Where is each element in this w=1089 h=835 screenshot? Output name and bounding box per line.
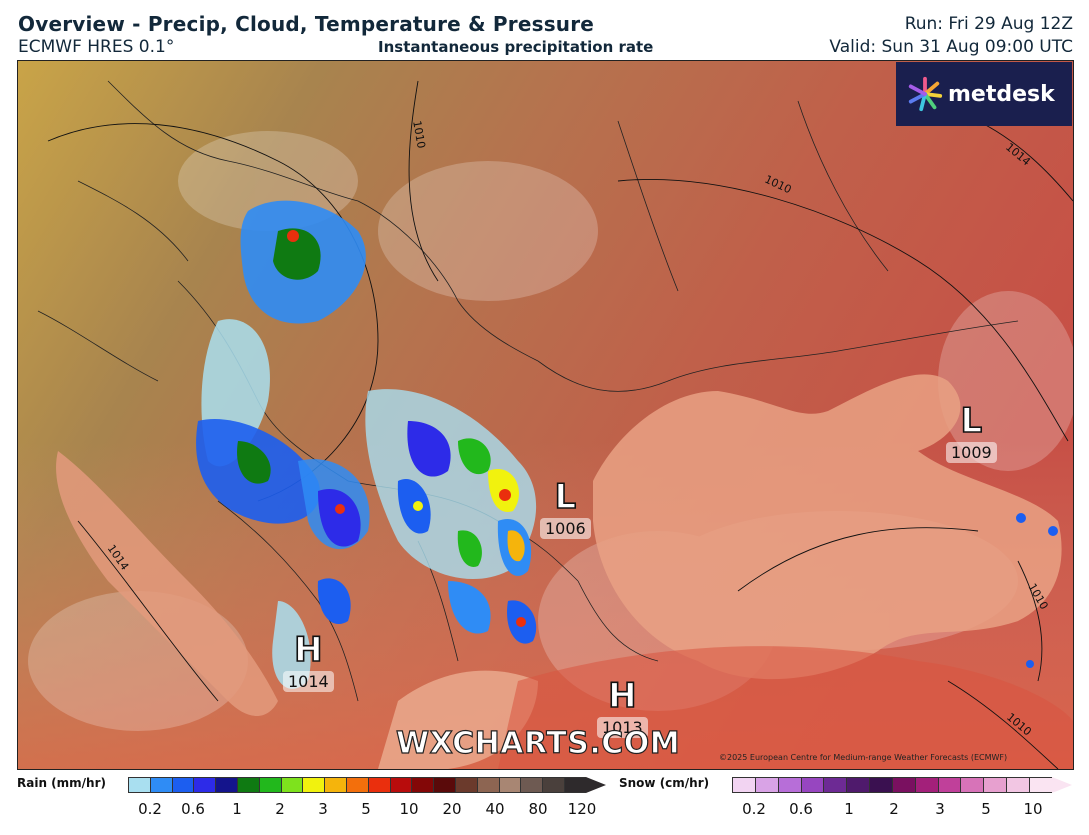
snow-legend-title: Snow (cm/hr): [619, 776, 710, 790]
snow-tick: 10: [1023, 800, 1043, 818]
weather-map[interactable]: [17, 60, 1074, 770]
legend-color-swatch: [280, 777, 303, 793]
run-time: Run: Fri 29 Aug 12Z: [904, 14, 1073, 34]
legend-color-swatch: [149, 777, 172, 793]
rain-tick: 2: [275, 800, 285, 818]
legend-color-swatch: [215, 777, 237, 793]
rain-scale-arrow: [586, 777, 606, 793]
legend-color-swatch: [520, 777, 543, 793]
legend-color-swatch: [1006, 777, 1029, 793]
low-pressure-center: L 1009: [946, 401, 997, 463]
legend-color-swatch: [345, 777, 368, 793]
snow-tick: 5: [981, 800, 991, 818]
valid-time: Valid: Sun 31 Aug 09:00 UTC: [829, 37, 1073, 57]
rain-tick: 3: [318, 800, 328, 818]
chart-title: Overview - Precip, Cloud, Temperature & …: [18, 12, 595, 36]
snow-color-scale: [732, 777, 1052, 793]
legend-color-swatch: [914, 777, 938, 793]
map-canvas: [18, 61, 1073, 769]
legend-color-swatch: [367, 777, 390, 793]
high-pressure-center: H 1014: [283, 630, 334, 692]
rain-tick: 10: [399, 800, 419, 818]
pressure-value: 1006: [540, 518, 591, 539]
pressure-value: 1009: [946, 442, 997, 463]
metdesk-logo-text: metdesk: [948, 81, 1055, 107]
legend-color-swatch: [433, 777, 455, 793]
legend-color-swatch: [411, 777, 434, 793]
legend-color-swatch: [302, 777, 325, 793]
snow-tick: 0.6: [789, 800, 813, 818]
wxcharts-watermark: WXCHARTS.COM: [395, 725, 681, 761]
legend-color-swatch: [960, 777, 984, 793]
metdesk-logo: metdesk: [896, 62, 1072, 126]
legend-color-swatch: [937, 777, 961, 793]
rain-tick: 80: [528, 800, 548, 818]
legend-color-swatch: [454, 777, 477, 793]
snow-scale-arrow: [1052, 777, 1072, 793]
legend-color-swatch: [823, 777, 847, 793]
snow-tick: 1: [844, 800, 854, 818]
legend-color-swatch: [236, 777, 259, 793]
legend-color-swatch: [983, 777, 1007, 793]
legend-color-swatch: [1028, 777, 1052, 793]
rain-tick: 20: [442, 800, 462, 818]
low-pressure-center: L 1006: [540, 477, 591, 539]
legend-color-swatch: [498, 777, 521, 793]
pressure-symbol: L: [960, 401, 983, 441]
chart-subtitle: Instantaneous precipitation rate: [378, 38, 654, 56]
rain-tick: 1: [232, 800, 242, 818]
precipitation-cells: [196, 200, 1058, 689]
legend-color-swatch: [542, 777, 564, 793]
snow-tick: 0.2: [742, 800, 766, 818]
rain-tick: 40: [485, 800, 505, 818]
legend-color-swatch: [563, 777, 586, 793]
legend-color-swatch: [869, 777, 892, 793]
black-sea: [593, 374, 1062, 680]
metdesk-flower-icon: [908, 76, 943, 112]
pressure-value: 1013: [597, 717, 648, 738]
high-pressure-center: H 1013: [597, 676, 648, 738]
legend-color-swatch: [846, 777, 870, 793]
pressure-symbol: H: [293, 630, 323, 670]
rain-tick: 0.2: [138, 800, 162, 818]
snow-tick: 3: [935, 800, 945, 818]
adriatic-sea: [56, 451, 278, 716]
legend-color-swatch: [891, 777, 915, 793]
rain-color-scale: [128, 777, 586, 793]
pressure-value: 1014: [283, 671, 334, 692]
legend-color-swatch: [324, 777, 346, 793]
rain-tick: 0.6: [181, 800, 205, 818]
pressure-symbol: H: [607, 676, 637, 716]
snow-tick: 2: [889, 800, 899, 818]
legend-color-swatch: [389, 777, 412, 793]
model-name: ECMWF HRES 0.1°: [18, 37, 175, 57]
aegean-sea: [378, 670, 538, 769]
legend-color-swatch: [800, 777, 824, 793]
legend-color-swatch: [258, 777, 281, 793]
legend-color-swatch: [171, 777, 194, 793]
legend-color-swatch: [128, 777, 150, 793]
ecmwf-copyright: ©2025 European Centre for Medium-range W…: [719, 753, 1008, 762]
pressure-symbol: L: [554, 477, 577, 517]
rain-legend-title: Rain (mm/hr): [17, 776, 106, 790]
legend-color-swatch: [754, 777, 778, 793]
legend-color-swatch: [777, 777, 801, 793]
legend-color-swatch: [732, 777, 755, 793]
rain-tick: 120: [567, 800, 597, 818]
legend-color-swatch: [476, 777, 499, 793]
legend-color-swatch: [193, 777, 216, 793]
rain-tick: 5: [361, 800, 371, 818]
